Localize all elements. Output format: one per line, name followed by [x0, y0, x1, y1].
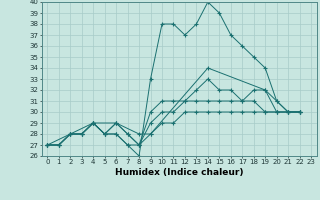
- X-axis label: Humidex (Indice chaleur): Humidex (Indice chaleur): [115, 168, 244, 177]
